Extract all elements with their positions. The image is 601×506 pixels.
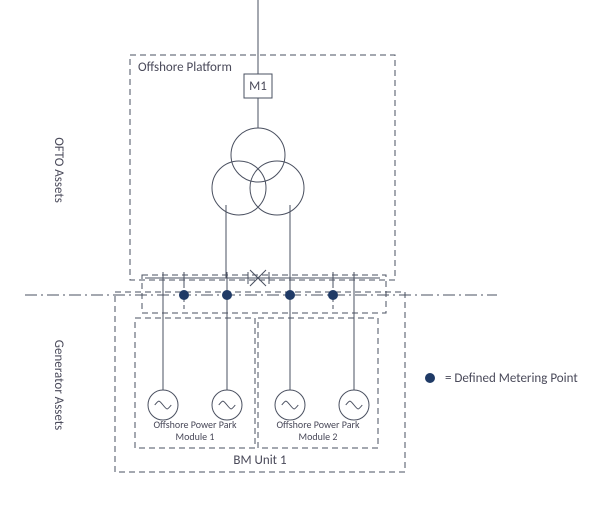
svg-text:Module 2: Module 2 — [299, 430, 338, 443]
meter-m1-label: M1 — [249, 79, 267, 94]
ofto-assets-label: OFTO Assets — [51, 137, 66, 203]
legend-text: = Defined Metering Point — [445, 371, 578, 386]
offshore-platform-label: Offshore Platform — [138, 60, 232, 75]
metering-point-icon — [222, 290, 232, 300]
svg-text:Module 1: Module 1 — [176, 430, 215, 443]
legend-dot-icon — [425, 373, 435, 383]
bm-unit-label: BM Unit 1 — [233, 453, 286, 468]
metering-point-icon — [328, 290, 338, 300]
generator-assets-label: Generator Assets — [51, 340, 66, 430]
metering-point-icon — [285, 290, 295, 300]
metering-point-icon — [179, 290, 189, 300]
offshore-single-line-diagram: Offshore PlatformM1BM Unit 1Offshore Pow… — [0, 0, 601, 506]
